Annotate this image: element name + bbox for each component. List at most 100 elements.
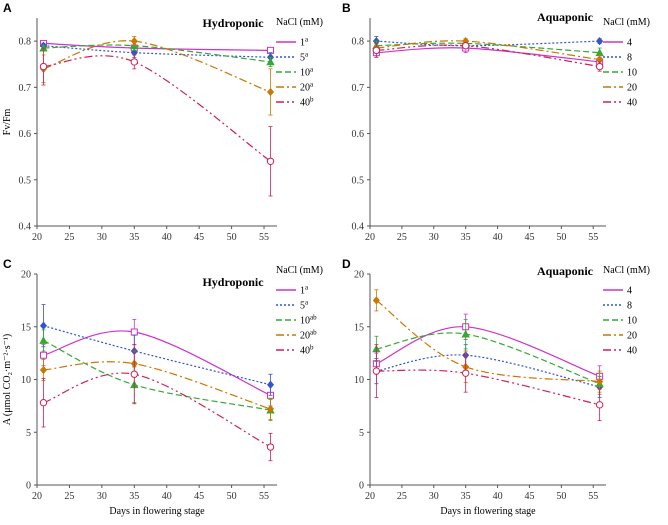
data-point <box>595 401 604 409</box>
legend-label: 20 <box>627 331 637 342</box>
legend: NaCl (mM) 4 8 10 20 40 <box>603 265 650 357</box>
x-tick-label: 25 <box>64 491 74 502</box>
x-tick-label: 40 <box>493 491 503 502</box>
x-tick-label: 35 <box>129 232 139 243</box>
series-40 <box>39 344 275 462</box>
series-line <box>376 326 600 377</box>
y-tick-label: 0 <box>26 481 31 492</box>
data-point <box>596 36 604 46</box>
y-tick-label: 15 <box>21 322 31 333</box>
x-tick-label: 45 <box>194 491 204 502</box>
x-tick-label: 30 <box>97 491 107 502</box>
series-line <box>43 55 271 162</box>
y-tick-label: 0.4 <box>19 222 32 233</box>
legend-title: NaCl (mM) <box>276 265 323 276</box>
series-line <box>376 40 600 61</box>
y-tick-label: 0.6 <box>19 129 32 140</box>
legend-label: 40 <box>627 346 637 357</box>
legend-label: 5a <box>300 299 309 312</box>
data-point <box>596 377 604 386</box>
y-axis-title: Fv/Fm <box>2 108 13 135</box>
x-tick-label: 50 <box>556 232 566 243</box>
series-10 <box>39 329 275 422</box>
data-point <box>130 370 138 378</box>
data-point <box>372 296 380 305</box>
legend-label: 40b <box>300 344 314 357</box>
series-line <box>376 354 600 388</box>
series-line <box>376 299 600 383</box>
legend-label: 10 <box>627 68 637 79</box>
legend-label: 1a <box>300 36 309 49</box>
data-point <box>39 336 48 344</box>
x-tick-label: 45 <box>524 491 534 502</box>
x-tick-label: 20 <box>365 491 375 502</box>
legend-label: 40b <box>300 96 314 109</box>
data-point <box>130 36 138 46</box>
legend-label: 1a <box>300 284 309 297</box>
x-tick-label: 30 <box>97 232 107 243</box>
series-line <box>43 361 271 410</box>
x-tick-label: 35 <box>461 491 471 502</box>
data-point <box>39 351 47 359</box>
series-line <box>43 45 271 58</box>
x-tick-label: 30 <box>429 491 439 502</box>
series-20 <box>39 350 275 420</box>
x-tick-label: 25 <box>64 232 74 243</box>
data-point <box>266 380 275 389</box>
panel-c: 20 25 30 35 40 45 50 55 0 5 10 15 20 C Hydroponic A (μm… <box>2 257 323 517</box>
x-tick-label: 30 <box>429 232 439 243</box>
y-tick-label: 20 <box>21 270 31 281</box>
y-tick-label: 10 <box>354 375 364 386</box>
legend-label: 5a <box>300 51 309 64</box>
y-axis-title: A (μmol CO₂·m⁻²·s⁻¹) <box>2 334 13 426</box>
y-tick-label: 0 <box>359 481 364 492</box>
panel-title: Hydroponic <box>202 16 264 30</box>
legend-title: NaCl (mM) <box>276 17 323 28</box>
y-tick-label: 5 <box>359 428 364 439</box>
data-point <box>461 329 470 338</box>
panel-letter: C <box>3 257 12 271</box>
series-line <box>43 325 271 386</box>
x-axis-title: Days in flowering stage <box>440 506 536 517</box>
legend-label: 8 <box>627 53 632 64</box>
panel-title: Aquaponic <box>537 10 594 24</box>
legend-label: 20a <box>300 81 314 94</box>
panel-letter: A <box>3 1 12 15</box>
y-tick-label: 5 <box>26 428 31 439</box>
x-tick-label: 50 <box>227 232 237 243</box>
legend-title: NaCl (mM) <box>603 17 650 28</box>
data-point <box>266 87 275 97</box>
legend-title: NaCl (mM) <box>603 265 650 276</box>
legend-label: 4 <box>627 286 632 297</box>
series-line <box>43 339 271 411</box>
data-point <box>372 46 381 55</box>
x-tick-label: 55 <box>588 491 598 502</box>
x-tick-label: 40 <box>493 232 503 243</box>
data-point <box>130 328 138 336</box>
panel-letter: B <box>342 1 351 15</box>
series-4 <box>372 313 604 388</box>
series-line <box>376 369 600 406</box>
series-40 <box>372 344 604 422</box>
y-tick-label: 0.4 <box>352 222 365 233</box>
legend-label: 10ab <box>300 314 317 327</box>
series-40 <box>372 42 604 72</box>
x-tick-label: 35 <box>461 232 471 243</box>
x-tick-label: 35 <box>129 491 139 502</box>
x-tick-label: 55 <box>259 232 269 243</box>
series-1 <box>39 318 275 407</box>
series-40 <box>39 47 275 197</box>
series-20 <box>372 36 604 65</box>
x-tick-label: 55 <box>259 491 269 502</box>
series-line <box>376 44 600 68</box>
x-tick-label: 20 <box>32 491 42 502</box>
panel-title: Aquaponic <box>537 264 594 278</box>
x-tick-label: 40 <box>162 491 172 502</box>
y-tick-label: 0.7 <box>352 83 365 94</box>
legend-label: 10 <box>627 316 637 327</box>
legend-label: 4 <box>627 38 632 49</box>
data-point <box>39 321 48 330</box>
data-point <box>266 443 275 451</box>
